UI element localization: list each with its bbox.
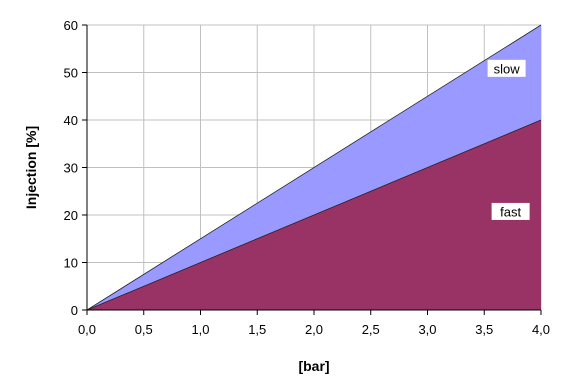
y-tick-label: 0 [71, 303, 78, 318]
x-tick-label: 0,5 [135, 322, 153, 337]
x-tick-label: 2,5 [362, 322, 380, 337]
y-tick-label: 60 [64, 18, 78, 33]
x-tick-labels: 0,0 0,5 1,0 1,5 2,0 2,5 3,0 3,5 4,0 [78, 322, 550, 337]
area-series [86, 24, 542, 311]
x-tick-label: 2,0 [305, 322, 323, 337]
axes [82, 24, 542, 315]
y-tick-label: 30 [64, 161, 78, 176]
y-axis-title: Injection [%] [23, 126, 39, 209]
series-label-slow: slow [487, 59, 526, 77]
y-tick-label: 40 [64, 113, 78, 128]
x-tick-label: 0,0 [78, 322, 96, 337]
series-label-fast-box [491, 202, 530, 220]
y-tick-labels: 0 10 20 30 40 50 60 [64, 18, 78, 318]
y-tick-label: 50 [64, 66, 78, 81]
y-tick-label: 10 [64, 256, 78, 271]
area-edge-slow [86, 24, 542, 311]
series-label-fast-text: fast [500, 204, 521, 219]
series-labels: slow fast [487, 59, 530, 220]
series-label-slow-text: slow [494, 61, 521, 76]
x-tick-label: 4,0 [532, 322, 550, 337]
area-edge-fast [86, 119, 542, 311]
series-label-slow-box [487, 59, 526, 77]
x-tick-label: 3,5 [475, 322, 493, 337]
x-tick-label: 1,5 [248, 322, 266, 337]
series-label-fast: fast [491, 202, 530, 220]
x-tick-label: 3,0 [418, 322, 436, 337]
x-axis-title: [bar] [298, 358, 329, 374]
x-tick-label: 1,0 [191, 322, 209, 337]
y-tick-label: 20 [64, 208, 78, 223]
